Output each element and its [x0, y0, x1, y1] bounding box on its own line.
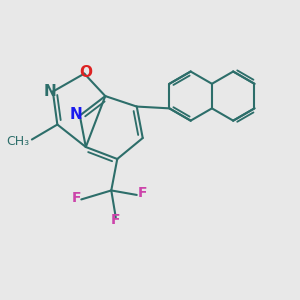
Text: N: N — [70, 106, 83, 122]
Text: O: O — [79, 64, 92, 80]
Text: F: F — [72, 191, 82, 205]
Text: F: F — [111, 213, 121, 227]
Text: N: N — [44, 84, 56, 99]
Text: CH₃: CH₃ — [6, 134, 29, 148]
Text: F: F — [138, 186, 148, 200]
